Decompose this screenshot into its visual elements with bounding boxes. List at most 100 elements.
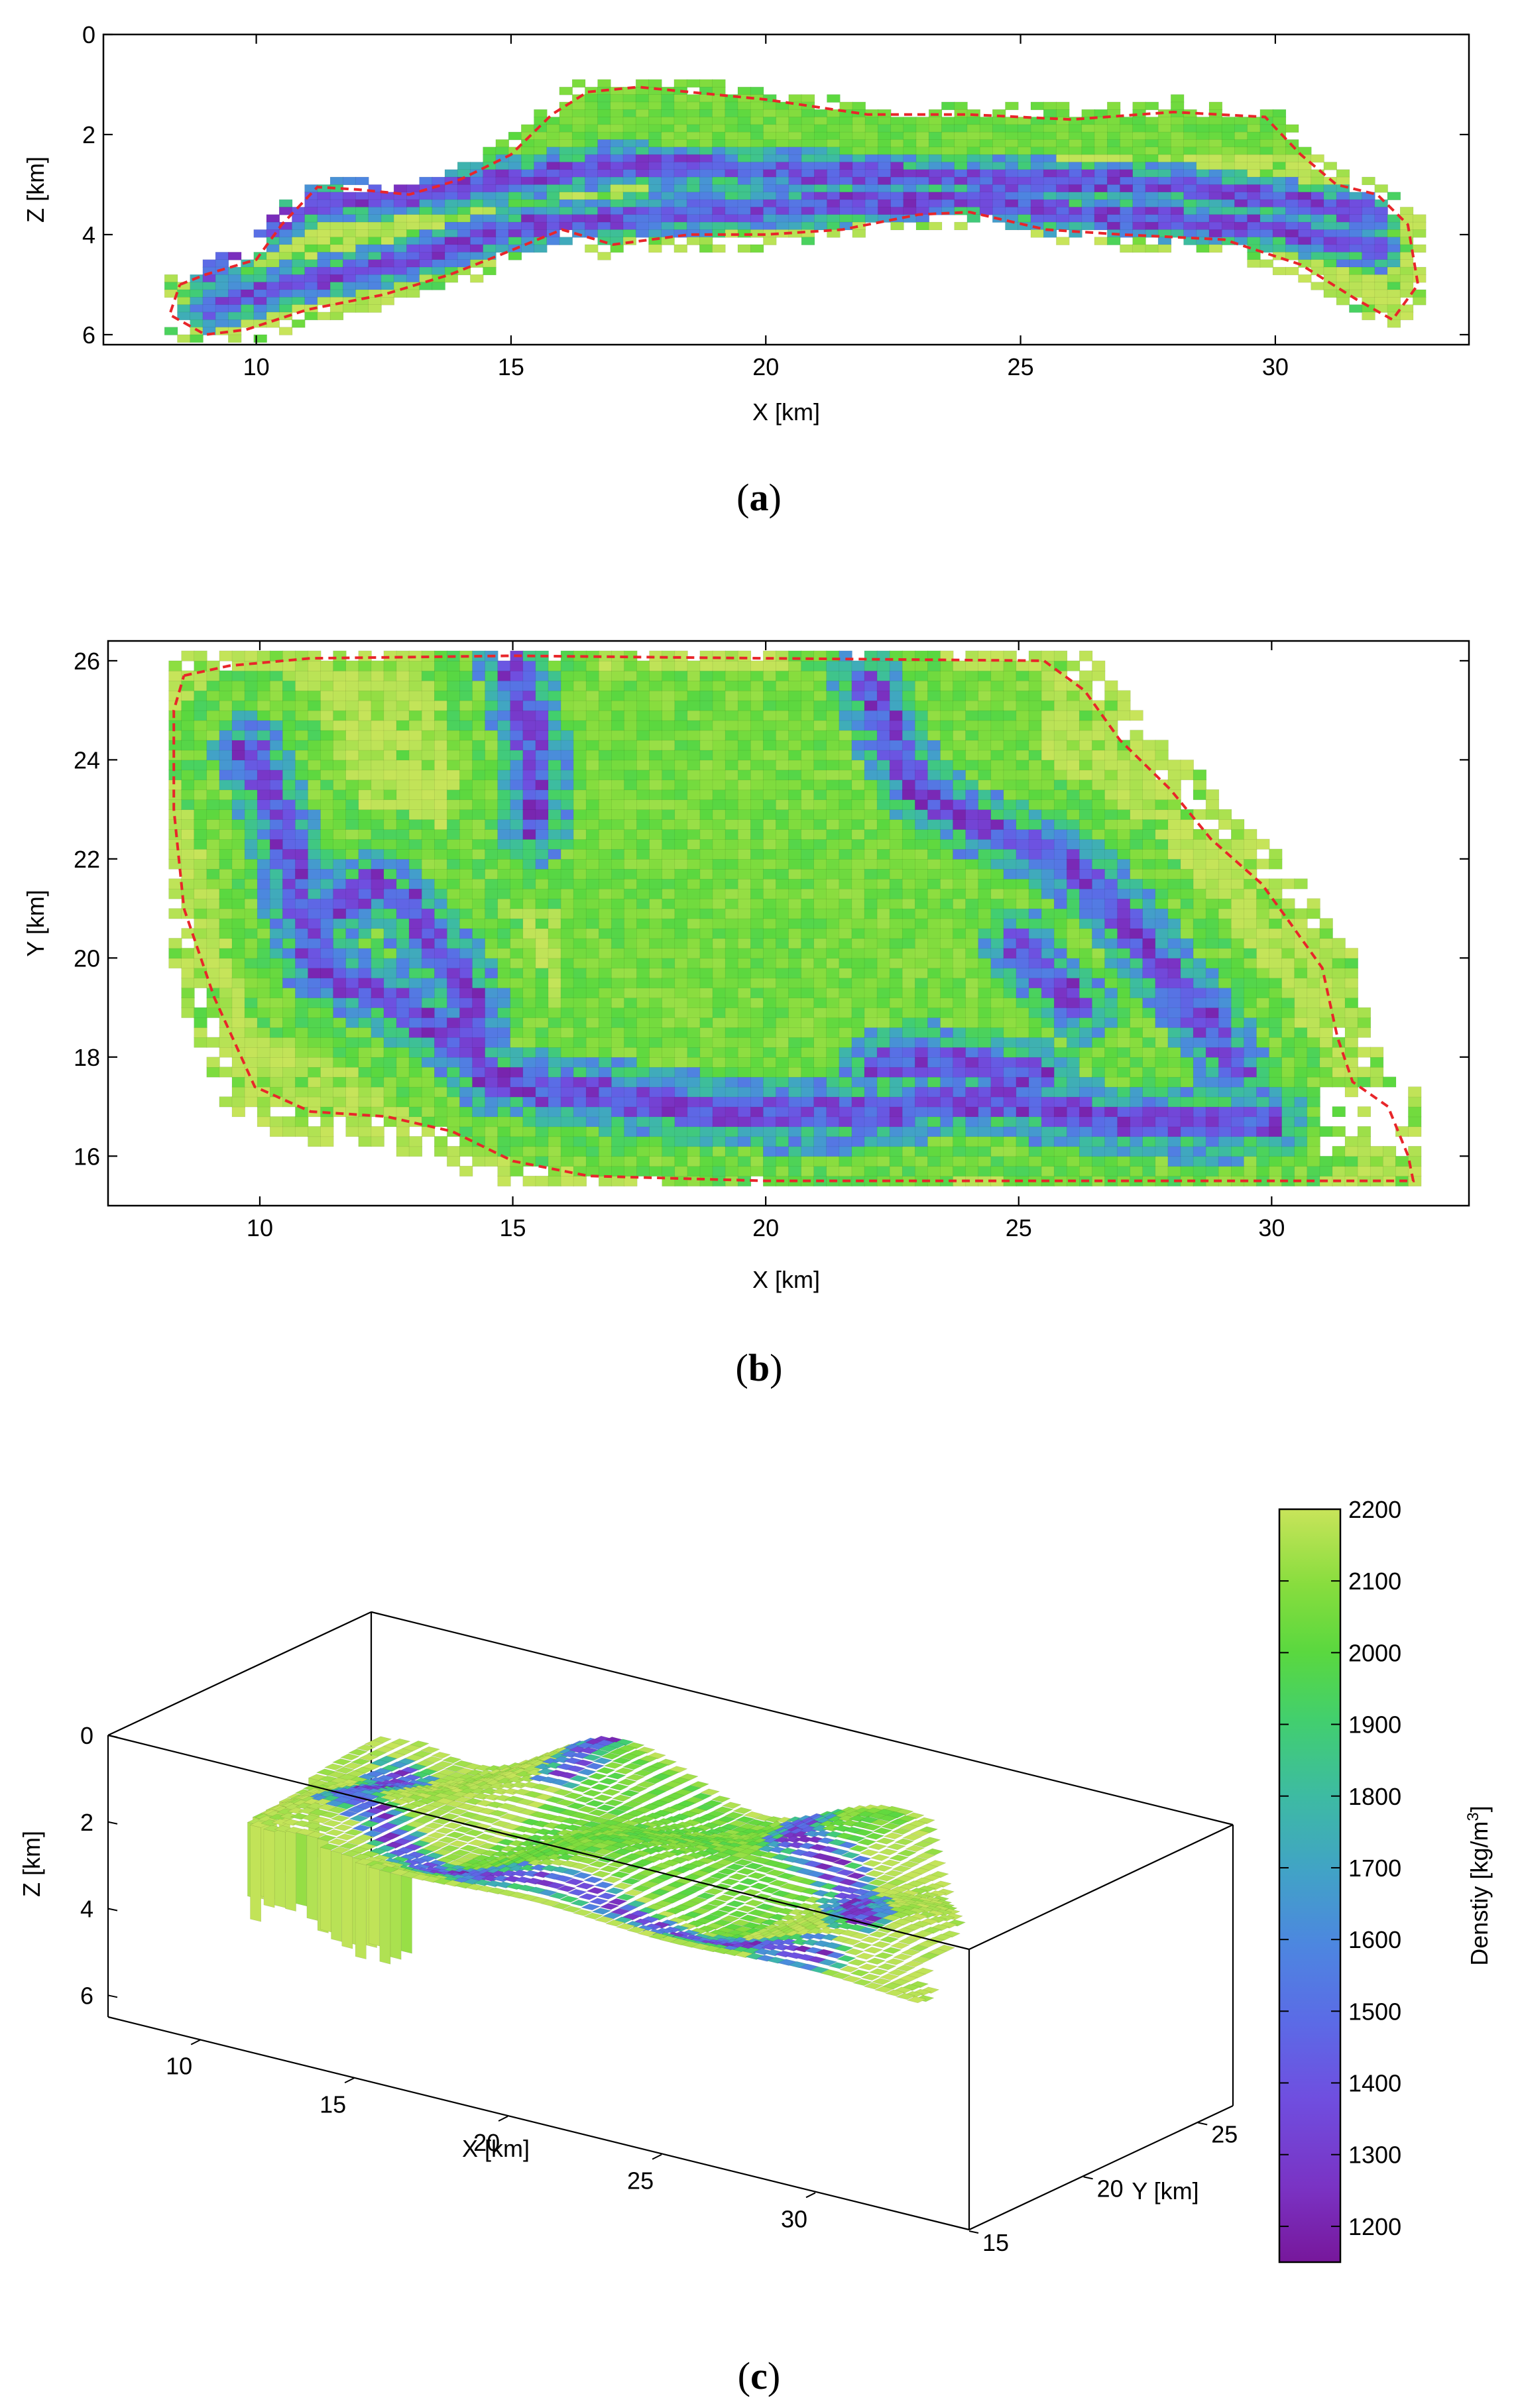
panel-a-cell — [1107, 184, 1121, 193]
panel-b-cell — [497, 908, 511, 919]
panel-b-cell — [333, 1017, 347, 1028]
panel-a-cell — [725, 214, 738, 223]
panel-b-cell — [813, 710, 827, 721]
panel-b-cell — [396, 690, 410, 701]
panel-a-cell — [317, 221, 331, 231]
panel-b-cell — [750, 799, 764, 810]
panel-b-cell — [459, 997, 473, 1008]
panel-b-cell — [978, 799, 992, 810]
panel-a-cell — [648, 192, 662, 200]
panel-b-cell — [674, 650, 688, 661]
panel-a-cell — [979, 117, 994, 125]
panel-b-cell — [434, 1047, 448, 1058]
panel-b-cell — [636, 1156, 650, 1167]
panel-a-cell — [546, 176, 560, 186]
panel-b-cell — [978, 977, 992, 988]
panel-a-cell — [673, 169, 688, 178]
panel-a-cell — [253, 274, 267, 283]
panel-b-cell — [712, 829, 727, 840]
panel-b-cell — [611, 1146, 625, 1157]
panel-a-cell — [699, 169, 713, 178]
panel-b-cell — [308, 730, 321, 741]
panel-b-cell — [181, 878, 195, 889]
panel-a-cell — [1349, 252, 1363, 260]
panel-b-cell — [194, 829, 207, 840]
panel-b-cell — [383, 848, 397, 860]
panel-b-cell — [940, 838, 954, 850]
panel-b-cell — [485, 1086, 498, 1098]
panel-b-cell — [371, 660, 384, 671]
panel-a-cell — [1005, 101, 1019, 111]
panel-a-cell — [1094, 169, 1108, 178]
panel-b-cell — [864, 1156, 878, 1167]
panel-a-cell — [686, 117, 701, 125]
panel-a-cell — [190, 282, 204, 290]
panel-b-cell — [699, 779, 713, 791]
panel-b-cell — [585, 918, 600, 929]
panel-b-cell — [876, 1096, 891, 1108]
panel-b-cell — [737, 948, 752, 959]
panel-b-cell — [851, 1047, 865, 1058]
panel-b-cell — [813, 819, 827, 830]
panel-b-cell — [244, 1066, 259, 1078]
panel-a-cell — [329, 252, 344, 260]
panel-b-cell — [585, 1066, 600, 1078]
panel-a-cell — [673, 94, 688, 103]
panel-b-cell — [864, 740, 878, 751]
panel-b-cell — [712, 789, 727, 800]
panel-b-cell — [889, 670, 904, 681]
panel-a-cell — [788, 214, 802, 223]
panel-b-cell — [902, 948, 916, 959]
panel-a-cell — [1005, 162, 1019, 170]
panel-a-cell — [699, 139, 713, 148]
panel-a-cell — [1323, 207, 1338, 215]
panel-b-cell — [839, 690, 852, 701]
panel-b-cell — [624, 878, 638, 889]
panel-b-cell — [598, 779, 613, 791]
panel-b-cell — [624, 789, 638, 800]
panel-a-cell — [635, 124, 650, 133]
panel-b-cell — [598, 700, 613, 711]
panel-a-cell — [776, 214, 789, 223]
panel-a-cell — [546, 124, 560, 133]
panel-b-cell — [168, 670, 182, 681]
panel-a-cell — [1107, 146, 1121, 156]
panel-b-cell — [472, 1156, 486, 1167]
panel-a-cell — [1349, 274, 1363, 283]
panel-b-cell — [269, 948, 284, 959]
panel-b-cell — [788, 1066, 802, 1078]
panel-a-cell — [483, 266, 496, 276]
panel-b-cell — [889, 829, 904, 840]
panel-b-cell — [788, 1017, 802, 1028]
panel-a-cell — [202, 319, 216, 328]
panel-b-cell — [295, 700, 309, 711]
panel-a-cell — [878, 169, 892, 178]
panel-b-cell — [851, 1156, 865, 1167]
panel-a-cell — [546, 154, 560, 163]
panel-b-cell — [864, 750, 878, 761]
panel-b-cell — [269, 730, 284, 741]
panel-b-cell — [978, 1086, 992, 1098]
panel-b-cell — [408, 848, 423, 860]
panel-a-cell — [1323, 184, 1338, 193]
panel-a-cell — [1336, 221, 1350, 231]
panel-b-cell — [585, 1017, 600, 1028]
panel-b-cell — [497, 1066, 511, 1078]
panel-b-cell — [826, 997, 840, 1008]
panel-b-cell — [788, 690, 802, 701]
panel-b-cell — [851, 1007, 865, 1018]
panel-b-cell — [649, 968, 663, 979]
panel-b-cell — [889, 908, 904, 919]
panel-b-cell — [358, 799, 372, 810]
panel-a-cell — [495, 169, 510, 178]
panel-b-cell — [776, 750, 789, 761]
panel-b-cell — [763, 1037, 777, 1048]
panel-a-cell — [661, 154, 675, 163]
panel-b-cell — [244, 977, 259, 988]
panel-b-cell — [560, 908, 575, 919]
panel-b-cell — [485, 819, 498, 830]
panel-a-cell — [406, 229, 420, 238]
panel-b-cell — [699, 1027, 713, 1038]
panel-a-cell — [661, 131, 675, 141]
panel-b-cell — [687, 878, 701, 889]
